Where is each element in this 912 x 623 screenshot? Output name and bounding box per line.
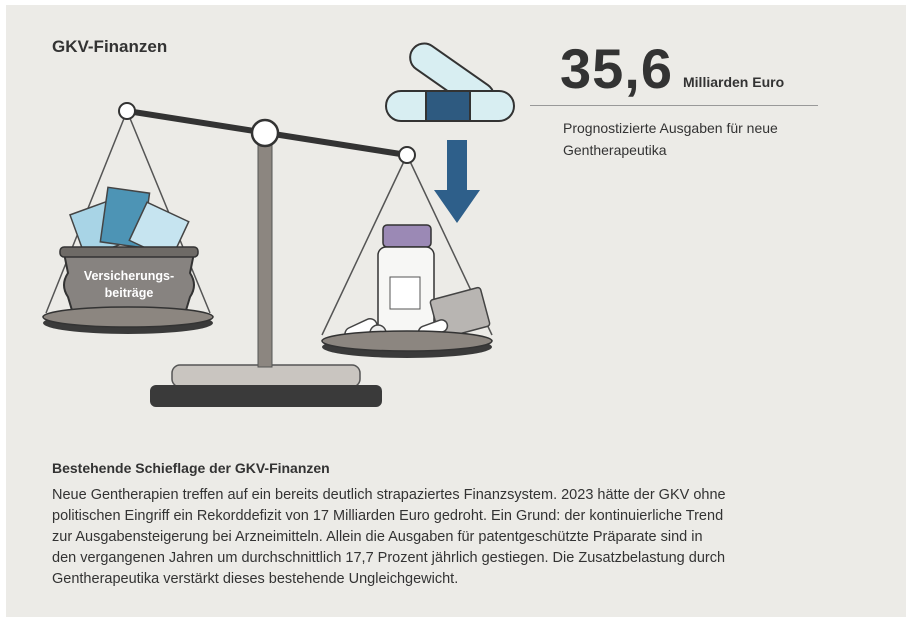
infographic: Versicherungs- beiträge GKV-Finanzen 35,… bbox=[6, 5, 906, 617]
body-line: Neue Gentherapien treffen auf ein bereit… bbox=[52, 487, 726, 503]
stat-value: 35,6 bbox=[560, 37, 673, 100]
pot-label: Versicherungs- bbox=[84, 269, 174, 283]
pivot bbox=[250, 118, 280, 148]
body-line: den vergangenen Jahren um durchschnittli… bbox=[52, 550, 726, 566]
pan bbox=[42, 306, 214, 328]
scale-base bbox=[150, 385, 382, 407]
capsule-band bbox=[425, 90, 471, 122]
scale-illustration: Versicherungs- beiträge bbox=[42, 42, 515, 407]
pan bbox=[321, 330, 493, 352]
bottle-label bbox=[389, 276, 421, 310]
arrow-head bbox=[434, 190, 480, 223]
divider bbox=[530, 105, 818, 106]
scale-post bbox=[257, 134, 273, 368]
section-heading: Bestehende Schieflage der GKV-Finanzen bbox=[52, 460, 330, 476]
stat-description: Gentherapeutika bbox=[563, 142, 667, 158]
stat-description: Prognostizierte Ausgaben für neue bbox=[563, 120, 778, 136]
arrow-shaft bbox=[447, 140, 467, 192]
joint bbox=[398, 146, 416, 164]
string bbox=[321, 154, 408, 336]
body-line: zur Ausgabensteigerung bei Arzneimitteln… bbox=[52, 529, 703, 545]
pot-label: beiträge bbox=[105, 286, 154, 300]
bottle-cap bbox=[382, 224, 432, 248]
body-line: Gentherapeutika verstärkt dieses bestehe… bbox=[52, 571, 459, 587]
stat-unit: Milliarden Euro bbox=[683, 74, 785, 90]
body-line: politischen Eingriff ein Rekorddefizit v… bbox=[52, 508, 724, 524]
joint bbox=[118, 102, 136, 120]
scale-base-top bbox=[171, 364, 361, 388]
pot-rim bbox=[59, 246, 199, 258]
title: GKV-Finanzen bbox=[52, 37, 168, 56]
